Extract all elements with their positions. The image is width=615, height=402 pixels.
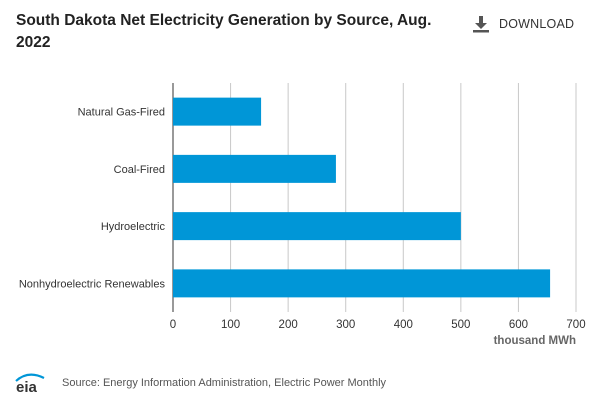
category-label: Hydroelectric: [101, 221, 166, 233]
x-tick-label: 100: [221, 319, 240, 331]
download-label: DOWNLOAD: [499, 17, 575, 31]
x-tick-label: 400: [394, 319, 413, 331]
category-label: Nonhydroelectric Renewables: [19, 278, 166, 290]
x-tick-label: 700: [566, 319, 585, 331]
x-tick-labels: 0 100 200 300 400 500 600 700: [170, 319, 586, 331]
x-axis-label: thousand MWh: [494, 335, 576, 347]
source-note: Source: Energy Information Administratio…: [62, 377, 387, 389]
download-icon: [473, 16, 489, 33]
x-tick-label: 600: [509, 319, 528, 331]
category-label: Coal-Fired: [114, 164, 165, 176]
footer: eia Source: Energy Information Administr…: [14, 372, 386, 394]
chart-title: South Dakota Net Electricity Generation …: [16, 12, 432, 51]
x-tick-label: 0: [170, 319, 176, 331]
bar: [173, 269, 551, 298]
x-tick-label: 300: [336, 319, 355, 331]
eia-logo: eia: [15, 373, 45, 394]
bar: [173, 154, 336, 183]
bars: [173, 97, 551, 298]
bar: [173, 212, 461, 241]
x-tick-label: 200: [279, 319, 298, 331]
bar: [173, 97, 262, 126]
category-labels: Natural Gas-Fired Coal-Fired Hydroelectric…: [19, 107, 166, 291]
x-tick-label: 500: [451, 319, 470, 331]
category-label: Natural Gas-Fired: [78, 107, 165, 119]
svg-text:eia: eia: [16, 379, 38, 394]
download-button[interactable]: DOWNLOAD: [472, 14, 574, 34]
